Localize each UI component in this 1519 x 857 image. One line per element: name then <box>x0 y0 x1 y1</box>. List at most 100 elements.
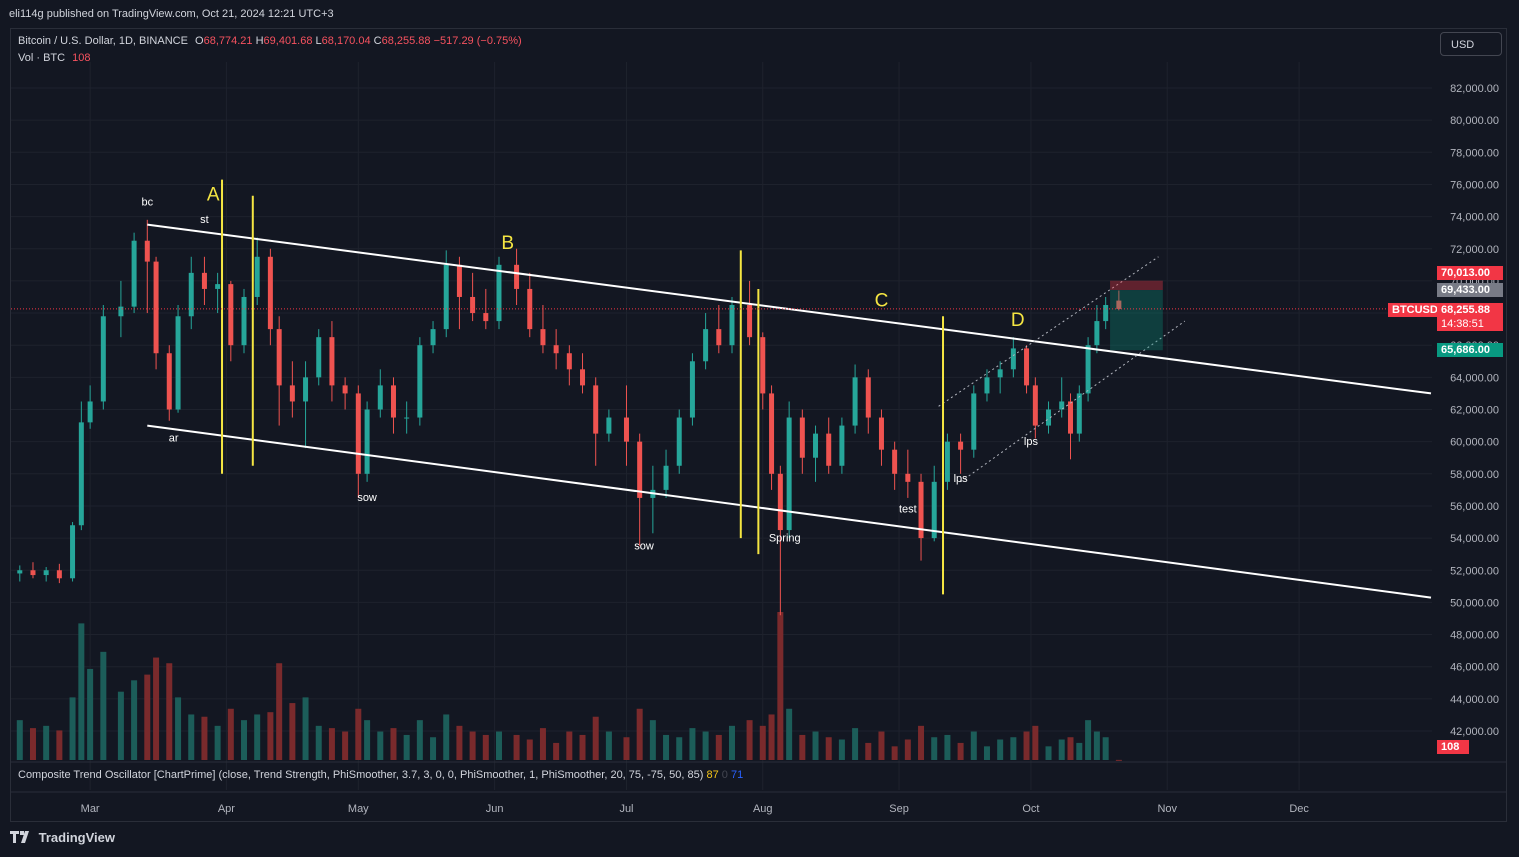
candle-body <box>1116 300 1122 309</box>
volume-bar <box>201 716 208 760</box>
volume-bar <box>1093 731 1100 760</box>
candle-body <box>456 264 462 297</box>
volume-bar <box>663 734 670 760</box>
candle-body <box>215 284 221 289</box>
volume-bar <box>931 737 938 760</box>
volume-bar <box>1023 731 1030 760</box>
candle-body <box>663 465 669 490</box>
y-tick-label: 42,000.00 <box>1450 726 1499 738</box>
y-tick-label: 64,000.00 <box>1450 372 1499 384</box>
candle-body <box>865 377 871 418</box>
volume-bar <box>416 720 423 760</box>
candle-body <box>100 316 106 402</box>
volume-label: Vol · BTC <box>18 52 66 64</box>
candle-body <box>878 417 884 450</box>
volume-bar <box>153 657 160 760</box>
volume-bar <box>377 731 384 760</box>
candle-body <box>496 264 502 322</box>
volume-bar <box>728 725 735 760</box>
y-tick-label: 46,000.00 <box>1450 662 1499 674</box>
candle-body <box>56 570 62 579</box>
oscillator-label: Composite Trend Oscillator [ChartPrime] … <box>18 769 704 781</box>
candle-body <box>390 385 396 418</box>
candle-body <box>201 272 207 289</box>
oscillator-legend[interactable]: Composite Trend Oscillator [ChartPrime] … <box>18 769 743 781</box>
candle-body <box>852 377 858 426</box>
candle-body <box>17 570 23 574</box>
volume-bar <box>777 612 784 760</box>
footer-brand-name: TradingView <box>38 830 115 845</box>
chart-pane[interactable] <box>10 28 1507 822</box>
wyckoff-annotation: ar <box>169 433 179 445</box>
volume-bar <box>175 697 182 760</box>
volume-bar <box>649 720 656 760</box>
candle-body <box>153 261 159 354</box>
candle-body <box>760 337 766 394</box>
candle-body <box>689 361 695 418</box>
candle-body <box>241 296 247 346</box>
volume-bar <box>144 674 151 760</box>
volume-bar <box>69 697 76 760</box>
low-value: 68,170.04 <box>321 35 371 47</box>
candle-body <box>355 393 361 474</box>
candle-body <box>1046 409 1052 426</box>
tradingview-logo-icon <box>10 830 32 845</box>
candle-body <box>566 353 572 370</box>
candle-body <box>676 417 682 466</box>
y-tick-label: 58,000.00 <box>1450 469 1499 481</box>
volume-bar <box>970 731 977 760</box>
wyckoff-annotation: sow <box>634 540 654 552</box>
channel-line <box>147 424 1432 599</box>
volume-bar <box>302 697 309 760</box>
volume-bar <box>78 623 85 760</box>
candle-body <box>377 385 383 410</box>
candle-body <box>716 329 722 346</box>
volume-bar <box>759 725 766 760</box>
volume-bar <box>605 731 612 760</box>
y-tick-label: 72,000.00 <box>1450 244 1499 256</box>
volume-bar <box>469 731 476 760</box>
candle-body <box>958 441 964 450</box>
footer-brand[interactable]: TradingView <box>10 830 115 845</box>
stop-price-badge: 70,013.00 <box>1437 266 1503 280</box>
candle-body <box>777 473 783 531</box>
high-label: H <box>255 35 264 47</box>
symbol-name: Bitcoin / U.S. Dollar, 1D, BINANCE <box>18 35 188 47</box>
candle-body <box>289 385 295 402</box>
volume-bar <box>768 714 775 760</box>
volume-bar <box>403 734 410 760</box>
symbol-legend[interactable]: Bitcoin / U.S. Dollar, 1D, BINANCE O68,7… <box>18 35 522 47</box>
volume-bar <box>43 725 50 760</box>
volume-bar <box>1045 746 1052 760</box>
volume-bar <box>676 737 683 760</box>
candle-body <box>1085 345 1091 394</box>
candle-body <box>703 329 709 362</box>
volume-bar <box>1085 720 1092 760</box>
volume-bar <box>838 739 845 760</box>
candle-body <box>78 422 84 526</box>
candle-body <box>342 385 348 394</box>
volume-bar <box>786 708 793 760</box>
volume-bar <box>267 712 274 760</box>
volume-bar <box>1058 739 1065 760</box>
wyckoff-annotation: sow <box>357 492 377 504</box>
volume-bar <box>852 728 859 760</box>
volume-legend[interactable]: Vol · BTC 108 <box>18 52 91 64</box>
candle-body <box>1032 385 1038 426</box>
candle-body <box>417 345 423 418</box>
volume-bar <box>1076 742 1083 760</box>
candle-body <box>1068 401 1074 434</box>
candle-body <box>1094 321 1100 346</box>
wyckoff-annotation: st <box>200 214 209 226</box>
candle-body <box>276 329 282 386</box>
volume-badge: 108 <box>1437 740 1469 754</box>
volume-bar <box>56 730 63 760</box>
candle-body <box>1010 348 1016 370</box>
volume-bar <box>983 746 990 760</box>
phase-label: A <box>207 185 220 206</box>
candle-body <box>892 449 898 474</box>
currency-button[interactable]: USD <box>1440 32 1502 56</box>
volume-bar <box>254 714 261 760</box>
volume-bar <box>715 734 722 760</box>
